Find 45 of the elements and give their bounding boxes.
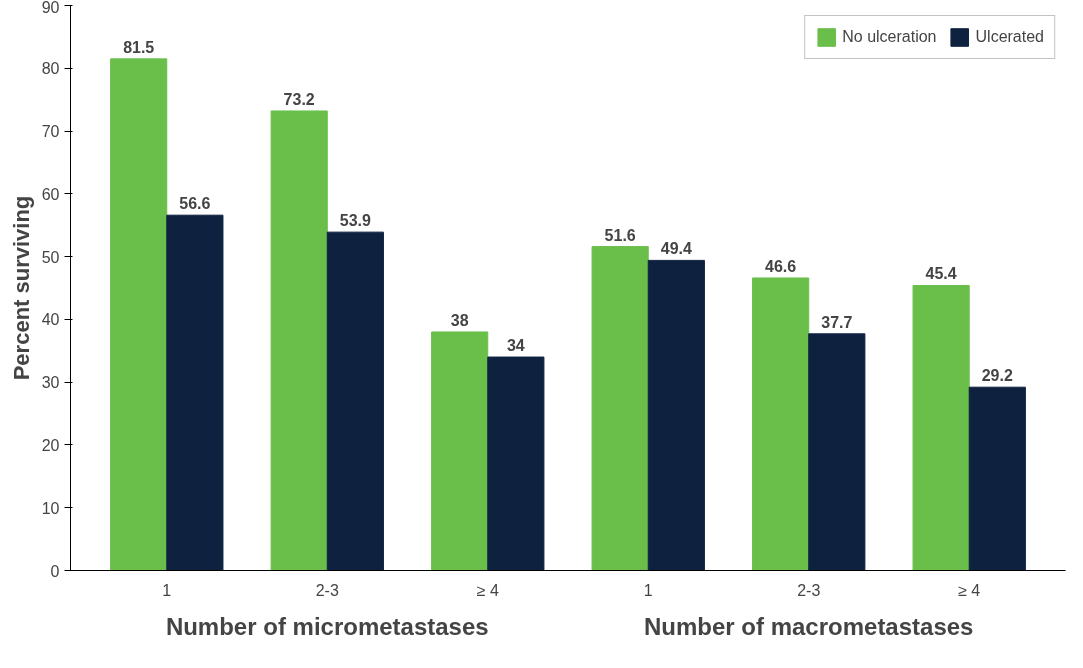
y-axis-title: Percent surviving xyxy=(8,195,34,381)
data-label: 37.7 xyxy=(821,313,853,331)
text: Number of macrometastases xyxy=(644,612,974,640)
bar xyxy=(752,277,810,571)
bar xyxy=(270,110,328,571)
y-tick-label: 80 xyxy=(41,60,60,78)
text: Number of micrometastases xyxy=(165,612,489,640)
y-tick-label: 10 xyxy=(41,499,60,517)
y-tick-label: 40 xyxy=(41,311,60,329)
data-label: 81.5 xyxy=(123,38,155,56)
legend-label: No ulceration xyxy=(842,28,937,46)
x-tick-label: ≥ 4 xyxy=(476,581,499,599)
y-tick-label: 30 xyxy=(41,374,60,392)
data-label: 56.6 xyxy=(179,195,211,213)
bar xyxy=(110,58,168,571)
bar xyxy=(166,214,224,571)
data-label: 53.9 xyxy=(339,212,372,230)
data-label: 38 xyxy=(450,311,469,329)
y-tick-label: 60 xyxy=(41,185,60,203)
data-label: 73.2 xyxy=(283,90,315,108)
x-tick-label: 2-3 xyxy=(315,581,339,599)
x-tick-label: 2-3 xyxy=(797,581,821,599)
x-tick-label: ≥ 4 xyxy=(958,581,981,599)
data-label: 45.4 xyxy=(925,265,957,283)
bar xyxy=(968,386,1026,571)
bar xyxy=(808,333,866,571)
bar xyxy=(647,259,705,571)
data-label: 46.6 xyxy=(765,257,797,275)
y-tick-label: 20 xyxy=(41,436,60,454)
bar xyxy=(912,284,970,571)
data-label: 49.4 xyxy=(660,240,692,258)
data-label: 51.6 xyxy=(604,226,636,244)
bar xyxy=(591,246,649,571)
y-tick-label: 50 xyxy=(41,248,60,266)
y-tick-label: 0 xyxy=(50,562,60,580)
x-tick-label: 1 xyxy=(162,581,172,599)
data-label: 34 xyxy=(506,337,525,355)
bar xyxy=(431,331,489,571)
bar xyxy=(326,231,384,571)
legend-label: Ulcerated xyxy=(975,28,1044,46)
y-tick-label: 90 xyxy=(41,0,60,16)
x-tick-label: 1 xyxy=(643,581,653,599)
data-label: 29.2 xyxy=(981,367,1013,385)
bar xyxy=(487,356,545,571)
y-tick-label: 70 xyxy=(41,123,60,141)
